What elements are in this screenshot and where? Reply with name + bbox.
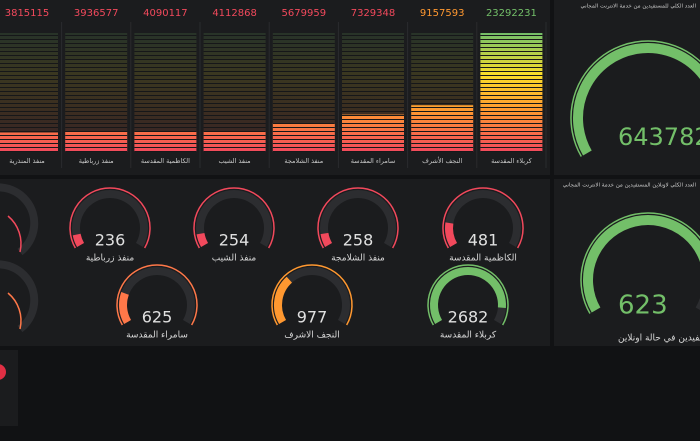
gauge-ring <box>69 187 151 249</box>
gauge-value-arc <box>445 222 458 247</box>
gauge-ring-partial <box>7 215 22 253</box>
bar-value-label: 3815115 <box>5 8 50 19</box>
gauge-value-arc <box>320 232 333 247</box>
bar-value-label: 9157593 <box>420 8 465 19</box>
gauge-label: النجف الاشرف <box>284 331 339 341</box>
gauge-value-arc <box>119 292 132 324</box>
led-stripes <box>0 33 58 152</box>
stat-label: المستفيدين في حالة اونلاين <box>618 334 700 344</box>
bar-value-label: 4090117 <box>143 8 188 19</box>
gauge-value-arc <box>573 43 700 156</box>
panel <box>0 350 18 426</box>
stat-value: 623 <box>618 291 668 321</box>
gauge-track <box>72 190 148 247</box>
bar-category-label: كربلاء المقدسة <box>491 157 533 165</box>
bar-category-label: النجف الأشرف <box>422 156 462 165</box>
gauge-value-arc <box>583 215 700 313</box>
gauge-label: منفذ الشيب <box>212 254 257 264</box>
gauge-value-arc <box>72 233 85 247</box>
bar-category-label: منفذ الشيب <box>219 157 251 165</box>
content: 3815115 منفذ المنذرية 3936577 منفذ زرباطية 4… <box>0 3 700 344</box>
gauge-track <box>320 190 396 247</box>
led-stripes <box>272 33 335 152</box>
led-stripes <box>480 33 543 152</box>
gauge-label: سامراء المقدسة <box>126 331 188 341</box>
bar-category-label: منفذ زرباطية <box>79 157 114 165</box>
gauge-arc-partial <box>0 260 39 333</box>
gauge-label: كربلاء المقدسة <box>440 331 497 341</box>
gauge-value-arc <box>274 276 293 324</box>
bar-category-label: منفذ المنذرية <box>9 157 45 165</box>
gauge-label: الكاظمية المقدسة <box>449 254 517 264</box>
gauge-value: 236 <box>95 231 126 250</box>
gauge-value: 2682 <box>448 308 489 327</box>
led-stripes <box>203 33 266 152</box>
panel-title: العدد الكلي للمستفيدين من خدمة الانترنت … <box>581 3 697 10</box>
gauge-value-arc <box>430 267 506 324</box>
gauge-value: 977 <box>297 308 328 327</box>
gauge-ring <box>580 212 700 314</box>
stat-value: 643782 <box>618 123 700 151</box>
gauge-value: 625 <box>142 308 173 327</box>
gauge-ring-partial <box>7 292 22 330</box>
gauge-value-arc <box>196 232 209 247</box>
led-stripes <box>342 33 404 152</box>
gauge-label: منفذ الشلامجة <box>331 254 385 264</box>
panel <box>554 179 700 346</box>
led-stripes <box>134 33 197 152</box>
gauge-value: 254 <box>219 231 250 250</box>
bar-category-label: منفذ الشلامجة <box>284 157 323 165</box>
gauge-label: منفذ زرباطية <box>86 254 134 264</box>
bar-value-label: 23292231 <box>486 8 537 19</box>
gauge-ring <box>193 187 275 249</box>
gauge-ring <box>442 187 524 249</box>
gauge-value: 258 <box>343 231 374 250</box>
bar-category-label: الكاظمية المقدسة <box>141 157 190 165</box>
status-dot <box>0 364 6 380</box>
gauge-ring <box>570 40 700 157</box>
gauge-ring <box>116 264 198 326</box>
bar-value-label: 7329348 <box>351 8 396 19</box>
gauge-ring <box>427 264 509 326</box>
gauge-track <box>196 190 272 247</box>
led-stripes <box>411 33 474 152</box>
bar-value-label: 5679959 <box>282 8 327 19</box>
led-stripes <box>65 33 128 152</box>
bar-value-label: 4112868 <box>212 8 257 19</box>
gauge-value: 481 <box>468 231 499 250</box>
gauge-ring <box>317 187 399 249</box>
bar-category-label: سامراء المقدسة <box>351 157 396 165</box>
gauge-ring <box>271 264 353 326</box>
bar-value-label: 3936577 <box>74 8 119 19</box>
panel-title: العدد الكلي لاونلاين المستفيدين من خدمة … <box>563 182 697 189</box>
gauge-arc-partial <box>0 183 39 256</box>
